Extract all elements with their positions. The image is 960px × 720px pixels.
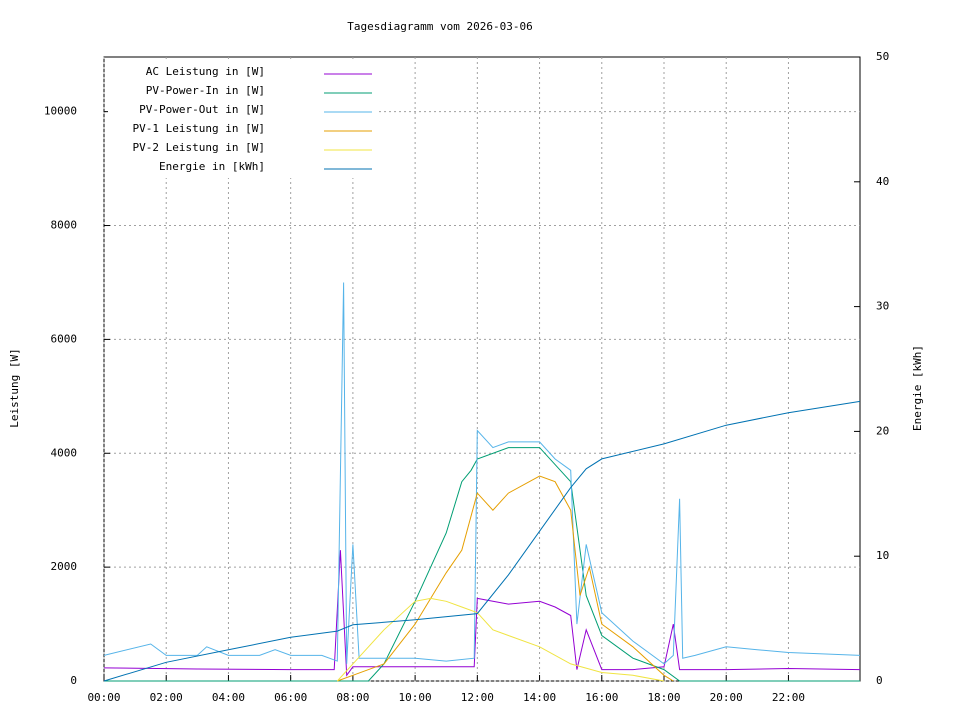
x-tick-label: 10:00	[399, 691, 432, 704]
legend-label: PV-2 Leistung in [W]	[133, 141, 265, 154]
y-axis-label: Leistung [W]	[8, 348, 21, 427]
y-tick-label: 0	[70, 674, 77, 687]
y2-tick-label: 10	[876, 549, 889, 562]
y2-tick-label: 50	[876, 50, 889, 63]
series-line	[337, 475, 674, 682]
x-tick-label: 04:00	[212, 691, 245, 704]
x-tick-label: 16:00	[585, 691, 618, 704]
x-tick-label: 00:00	[87, 691, 120, 704]
y-tick-label: 6000	[51, 332, 78, 345]
x-tick-label: 06:00	[274, 691, 307, 704]
y2-tick-label: 40	[876, 175, 889, 188]
series-line	[336, 597, 665, 682]
legend-label: AC Leistung in [W]	[146, 65, 265, 78]
x-tick-label: 12:00	[461, 691, 494, 704]
y2-tick-label: 0	[876, 674, 883, 687]
x-tick-label: 18:00	[647, 691, 680, 704]
legend-label: PV-Power-Out in [W]	[139, 103, 265, 116]
x-tick-label: 20:00	[710, 691, 743, 704]
legend-label: Energie in [kWh]	[159, 160, 265, 173]
y-tick-label: 2000	[51, 560, 78, 573]
x-tick-label: 08:00	[336, 691, 369, 704]
y2-tick-label: 30	[876, 300, 889, 313]
x-tick-label: 22:00	[772, 691, 805, 704]
x-tick-label: 02:00	[150, 691, 183, 704]
y2-axis-label: Energie [kWh]	[911, 345, 924, 431]
x-tick-label: 14:00	[523, 691, 556, 704]
legend-label: PV-Power-In in [W]	[146, 84, 265, 97]
y-tick-label: 10000	[44, 105, 77, 118]
legend-label: PV-1 Leistung in [W]	[133, 122, 265, 135]
y2-tick-label: 20	[876, 424, 889, 437]
y-tick-label: 8000	[51, 219, 78, 232]
series-line	[103, 550, 861, 677]
series-line	[103, 282, 861, 665]
chart-title: Tagesdiagramm vom 2026-03-06	[347, 20, 532, 33]
series-line	[104, 447, 860, 682]
series-line	[103, 400, 861, 682]
legend-box	[108, 62, 378, 178]
y-tick-label: 4000	[51, 446, 78, 459]
